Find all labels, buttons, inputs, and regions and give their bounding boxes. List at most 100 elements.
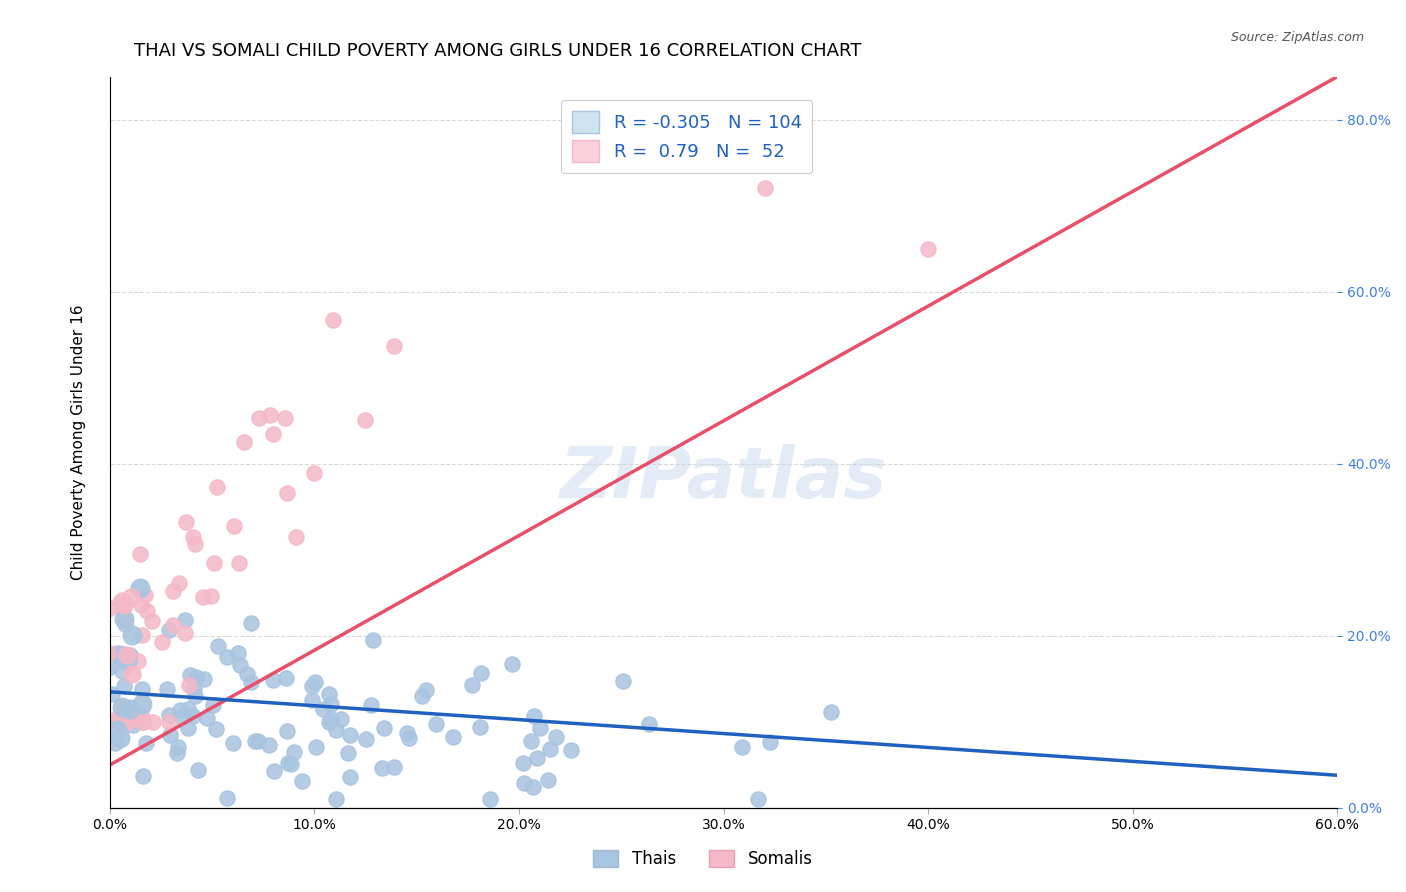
Point xyxy=(111,594,134,608)
Point xyxy=(142,714,165,729)
Point xyxy=(263,764,285,779)
Point xyxy=(179,678,201,692)
Point xyxy=(97,658,120,673)
Point xyxy=(97,601,120,615)
Point xyxy=(111,721,134,735)
Point xyxy=(411,689,433,703)
Point xyxy=(118,648,141,662)
Point xyxy=(183,681,205,696)
Point xyxy=(141,614,163,628)
Point xyxy=(201,698,224,713)
Point xyxy=(181,530,204,544)
Point xyxy=(108,648,131,662)
Point xyxy=(247,410,270,425)
Point xyxy=(239,675,262,690)
Point xyxy=(128,581,150,595)
Point xyxy=(731,740,754,755)
Point xyxy=(291,774,314,789)
Point xyxy=(122,714,145,728)
Point xyxy=(820,705,842,719)
Point xyxy=(112,699,135,714)
Point xyxy=(233,434,256,449)
Point xyxy=(132,714,155,729)
Point xyxy=(129,547,152,561)
Point xyxy=(132,714,155,729)
Point xyxy=(177,702,200,716)
Point xyxy=(560,742,582,756)
Point xyxy=(115,714,138,729)
Point xyxy=(202,556,225,570)
Point xyxy=(638,717,661,731)
Point xyxy=(179,668,201,682)
Point xyxy=(246,733,269,747)
Point xyxy=(117,714,139,729)
Point xyxy=(259,409,281,423)
Point xyxy=(217,650,239,665)
Text: ZIPatlas: ZIPatlas xyxy=(560,444,887,514)
Point xyxy=(337,746,360,760)
Point xyxy=(184,537,207,551)
Point xyxy=(370,761,392,775)
Point xyxy=(415,683,437,698)
Point xyxy=(174,613,197,627)
Point xyxy=(122,717,145,731)
Point xyxy=(131,628,153,642)
Point xyxy=(207,480,229,494)
Point xyxy=(111,664,134,678)
Point xyxy=(538,742,561,756)
Legend: Thais, Somalis: Thais, Somalis xyxy=(586,843,820,875)
Point xyxy=(83,656,105,670)
Point xyxy=(273,410,295,425)
Point xyxy=(425,717,447,731)
Point xyxy=(280,756,302,771)
Legend: R = -0.305   N = 104, R =  0.79   N =  52: R = -0.305 N = 104, R = 0.79 N = 52 xyxy=(561,100,813,173)
Point xyxy=(115,708,138,723)
Point xyxy=(193,673,215,687)
Point xyxy=(121,666,143,681)
Point xyxy=(187,763,209,777)
Point xyxy=(468,720,491,734)
Point xyxy=(169,575,191,590)
Point xyxy=(108,731,131,746)
Point xyxy=(104,735,127,749)
Point xyxy=(302,466,325,480)
Point xyxy=(105,723,128,738)
Point xyxy=(917,242,939,256)
Point xyxy=(276,486,298,500)
Point xyxy=(111,601,134,615)
Point xyxy=(112,679,135,693)
Point xyxy=(184,671,207,685)
Y-axis label: Child Poverty Among Girls Under 16: Child Poverty Among Girls Under 16 xyxy=(72,304,86,580)
Point xyxy=(301,679,323,693)
Point xyxy=(169,703,191,717)
Point xyxy=(747,792,769,806)
Point xyxy=(461,678,484,692)
Point xyxy=(150,634,173,648)
Point xyxy=(382,760,405,774)
Point xyxy=(155,682,177,697)
Point xyxy=(114,615,136,630)
Point xyxy=(111,700,134,714)
Point xyxy=(215,791,238,805)
Point xyxy=(529,721,551,735)
Point xyxy=(245,734,267,748)
Point xyxy=(193,591,215,605)
Point xyxy=(229,658,252,673)
Point xyxy=(132,769,155,783)
Point xyxy=(226,646,249,660)
Point xyxy=(112,612,135,626)
Point xyxy=(398,731,420,745)
Point xyxy=(207,639,229,653)
Text: THAI VS SOMALI CHILD POVERTY AMONG GIRLS UNDER 16 CORRELATION CHART: THAI VS SOMALI CHILD POVERTY AMONG GIRLS… xyxy=(135,42,862,60)
Point xyxy=(354,413,377,427)
Point xyxy=(259,738,281,752)
Point xyxy=(262,427,284,442)
Point xyxy=(284,531,307,545)
Point xyxy=(339,771,361,785)
Point xyxy=(512,756,534,771)
Point xyxy=(181,709,204,723)
Point xyxy=(612,673,634,688)
Point xyxy=(311,702,333,716)
Point xyxy=(325,792,347,806)
Point xyxy=(134,588,156,602)
